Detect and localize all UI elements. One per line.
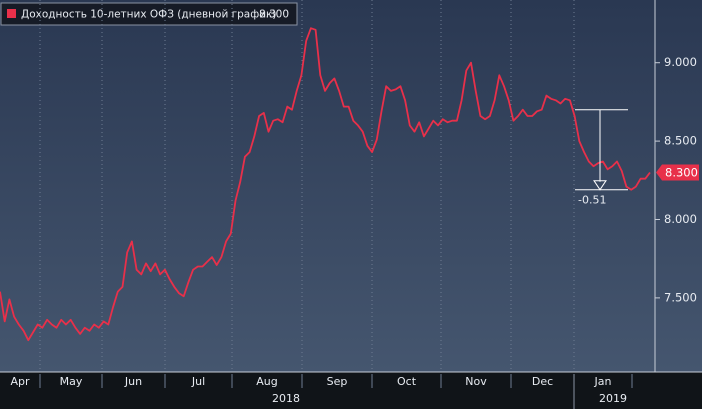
y-tick-label: 8.000 xyxy=(664,212,697,226)
y-tick-label: 8.500 xyxy=(664,134,697,148)
last-value-tag xyxy=(656,164,699,181)
x-tick-label: Apr xyxy=(10,375,30,388)
legend-value: 8.300 xyxy=(259,9,289,21)
year-label: 2018 xyxy=(272,392,300,405)
x-tick-label: Aug xyxy=(256,375,277,388)
legend: Доходность 10-летних ОФЗ (дневной график… xyxy=(0,2,298,26)
annotation-label: -0.51 xyxy=(578,194,606,207)
x-tick-label: Jun xyxy=(124,375,142,388)
y-tick-label: 9.000 xyxy=(664,55,697,69)
x-tick-label: Jul xyxy=(191,375,205,388)
x-tick-label: Oct xyxy=(397,375,417,388)
x-tick-label: Nov xyxy=(465,375,487,388)
x-tick-label: May xyxy=(60,375,83,388)
y-tick-label: 7.500 xyxy=(664,290,697,304)
x-tick-label: Dec xyxy=(532,375,553,388)
legend-swatch xyxy=(7,9,16,18)
x-tick-label: Jan xyxy=(594,375,612,388)
legend-label: Доходность 10-летних ОФЗ (дневной график… xyxy=(21,9,276,21)
last-value-label: 8.300 xyxy=(665,165,698,179)
axis-background xyxy=(0,372,702,409)
x-tick-label: Sep xyxy=(327,375,348,388)
annotation-arrow xyxy=(593,180,607,191)
plot-background xyxy=(0,0,702,372)
legend-box xyxy=(0,2,298,26)
series-line xyxy=(0,27,651,342)
year-label: 2019 xyxy=(599,392,627,405)
